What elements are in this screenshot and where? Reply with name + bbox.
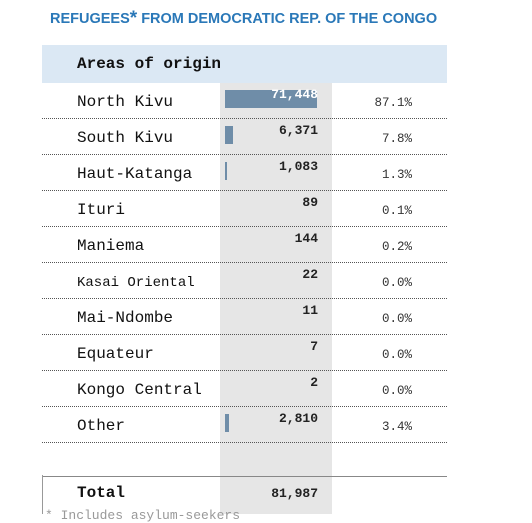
value-label: 11	[302, 303, 318, 318]
category-label: Haut-Katanga	[77, 165, 193, 183]
bar	[225, 414, 229, 432]
value-label: 89	[302, 195, 318, 210]
category-label: Equateur	[77, 345, 154, 363]
value-label: 144	[294, 231, 318, 246]
table-row: Other 2,810 3.4%	[42, 407, 447, 443]
table-row: Equateur 7 0.0%	[42, 335, 447, 371]
category-label: Kongo Central	[77, 381, 202, 399]
row-divider	[42, 334, 447, 335]
value-label: 22	[302, 267, 318, 282]
category-label: Kasai Oriental	[77, 275, 195, 291]
chart-title: REFUGEES* FROM DEMOCRATIC REP. OF THE CO…	[50, 8, 438, 29]
bar	[225, 90, 317, 108]
row-divider	[42, 442, 447, 443]
percent-label: 87.1%	[374, 96, 412, 110]
category-label: Mai-Ndombe	[77, 309, 174, 327]
category-label: Maniema	[77, 237, 145, 255]
percent-label: 0.1%	[381, 204, 412, 218]
value-label: 6,371	[278, 123, 318, 138]
value-label: 2,810	[278, 411, 318, 426]
row-divider	[42, 370, 447, 371]
value-label: 2	[310, 375, 318, 390]
row-divider	[42, 298, 447, 299]
row-divider	[42, 190, 447, 191]
row-divider	[42, 262, 447, 263]
percent-label: 0.2%	[381, 240, 412, 254]
bar	[225, 126, 233, 144]
category-label: Other	[77, 417, 126, 435]
total-divider	[42, 476, 447, 477]
percent-label: 0.0%	[381, 276, 412, 290]
table-row: South Kivu 6,371 7.8%	[42, 119, 447, 155]
total-value: 81,987	[271, 486, 318, 501]
category-label: Ituri	[77, 201, 126, 219]
value-label: 1,083	[278, 159, 318, 174]
header-label: Areas of origin	[77, 55, 222, 73]
value-label: 7	[310, 339, 318, 354]
row-divider	[42, 154, 447, 155]
total-left-rule	[42, 475, 43, 514]
footnote: * Includes asylum-seekers	[45, 508, 241, 523]
category-label: North Kivu	[77, 93, 174, 111]
total-label: Total	[77, 484, 126, 502]
table-row: Mai-Ndombe 11 0.0%	[42, 299, 447, 335]
percent-label: 0.0%	[381, 384, 412, 398]
row-divider	[42, 118, 447, 119]
category-label: South Kivu	[77, 129, 174, 147]
percent-label: 0.0%	[381, 348, 412, 362]
percent-label: 3.4%	[381, 420, 412, 434]
table-row: Kasai Oriental 22 0.0%	[42, 263, 447, 299]
percent-label: 1.3%	[381, 168, 412, 182]
table-row: North Kivu 71,448 87.1%	[42, 83, 447, 119]
header-band	[42, 45, 447, 83]
percent-label: 0.0%	[381, 312, 412, 326]
table-row: Haut-Katanga 1,083 1.3%	[42, 155, 447, 191]
row-divider	[42, 406, 447, 407]
table-row: Kongo Central 2 0.0%	[42, 371, 447, 407]
percent-label: 7.8%	[381, 132, 412, 146]
bar	[225, 162, 227, 180]
value-label: 71,448	[271, 87, 318, 102]
row-divider	[42, 226, 447, 227]
table-row: Maniema 144 0.2%	[42, 227, 447, 263]
table-row: Ituri 89 0.1%	[42, 191, 447, 227]
